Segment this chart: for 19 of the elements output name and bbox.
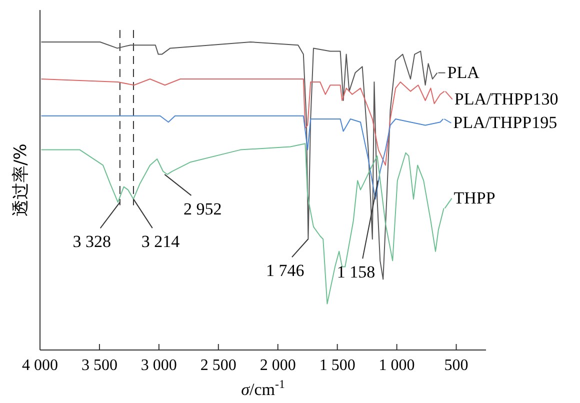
annotation: 1 746 xyxy=(266,261,304,280)
annotation: 3 214 xyxy=(141,232,180,252)
x-axis-title: σ/cm$^{-1}$ xyxy=(241,377,285,399)
x-tick-label: 1 000 xyxy=(378,357,415,374)
annotation: 3 328 xyxy=(72,232,112,252)
annotation: 2 952 xyxy=(184,199,222,218)
x-tick-label: 4 000 xyxy=(22,357,58,374)
legend-label: PLA/THPP130 xyxy=(454,89,558,108)
x-tick-label: 3 000 xyxy=(140,357,177,374)
y-axis-title: 透过率/% xyxy=(11,144,31,216)
legend-label: PLA/THPP195 xyxy=(453,113,558,132)
x-tick-label: 500 xyxy=(444,357,468,374)
x-tick-label: 2 500 xyxy=(200,357,236,374)
x-tick-label: 1 500 xyxy=(319,357,356,374)
annotation: 1 158 xyxy=(336,262,376,282)
legend-label: PLA xyxy=(447,62,480,82)
x-tick-label: 2 000 xyxy=(260,357,296,374)
legend-label: THPP xyxy=(454,188,496,208)
x-tick-label: 3 500 xyxy=(81,357,118,374)
